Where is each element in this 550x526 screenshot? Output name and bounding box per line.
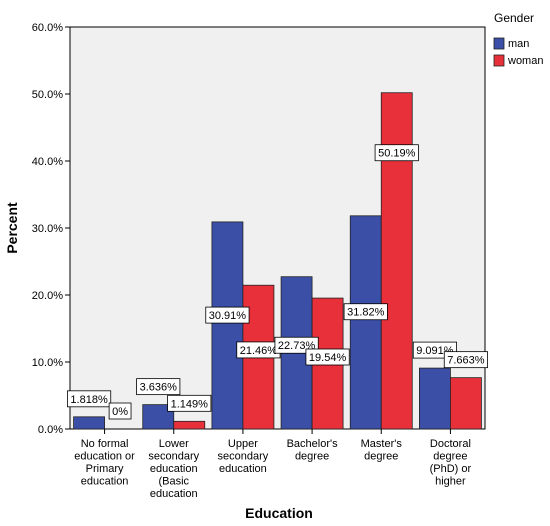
data-label-man: 1.818% bbox=[67, 390, 112, 408]
x-tick-label: No formal education or Primary education bbox=[74, 438, 135, 488]
data-label-box bbox=[205, 306, 250, 324]
x-axis: No formal education or Primary education Low… bbox=[74, 429, 472, 500]
y-tick-label: 20.0% bbox=[32, 290, 63, 302]
x-tick-label: Doctoral degree (PhD) or higher bbox=[430, 438, 472, 488]
data-label-box bbox=[343, 303, 388, 321]
data-label-text: 1.149% bbox=[171, 398, 209, 410]
data-label-text: 31.82% bbox=[347, 307, 385, 319]
legend-swatch bbox=[493, 54, 505, 67]
legend-item-woman: woman bbox=[493, 54, 543, 67]
plot-area bbox=[69, 26, 486, 430]
bar-man bbox=[349, 215, 382, 430]
y-tick-label: 40.0% bbox=[32, 156, 63, 168]
data-label-woman: 19.54% bbox=[305, 348, 350, 366]
data-label-box bbox=[374, 144, 419, 162]
data-label-text: 1.818% bbox=[70, 394, 108, 406]
data-label-text: 0% bbox=[112, 406, 128, 418]
data-label-box bbox=[305, 348, 350, 366]
data-label-woman: 7.663% bbox=[443, 351, 488, 369]
bar-woman bbox=[173, 420, 206, 430]
data-label-text: 19.54% bbox=[309, 352, 347, 364]
bar-woman bbox=[380, 92, 413, 430]
x-tick-label: Lower secondary education (Basic education bbox=[148, 438, 199, 500]
y-tick-label: 0.0% bbox=[38, 424, 63, 436]
y-tick-label: 10.0% bbox=[32, 357, 63, 369]
data-label-man: 3.636% bbox=[136, 378, 181, 396]
data-label-box bbox=[167, 394, 212, 412]
bar-man bbox=[73, 416, 105, 430]
y-tick-label: 50.0% bbox=[32, 89, 63, 101]
y-axis-title: Percent bbox=[4, 202, 20, 254]
bar-man bbox=[211, 221, 244, 430]
x-axis-title: Education bbox=[245, 505, 313, 521]
data-label-woman: 50.19% bbox=[374, 144, 419, 162]
bar-man bbox=[419, 367, 451, 430]
y-tick-label: 30.0% bbox=[32, 223, 63, 235]
data-label-man: 31.82% bbox=[343, 303, 388, 321]
data-label-text: 30.91% bbox=[209, 310, 247, 322]
x-tick-label: Bachelor's degree bbox=[287, 438, 339, 463]
data-label-man: 30.91% bbox=[205, 306, 250, 324]
data-label-woman: 0% bbox=[108, 402, 132, 420]
data-label-text: 21.46% bbox=[240, 345, 278, 357]
x-tick-label: Master's degree bbox=[361, 438, 403, 463]
legend-title: Gender bbox=[494, 11, 534, 25]
data-label-woman: 1.149% bbox=[167, 394, 212, 412]
data-label-box bbox=[136, 378, 181, 396]
legend-swatch bbox=[493, 37, 505, 50]
legend-item-man: man bbox=[493, 37, 529, 50]
legend: Gender man woman bbox=[493, 11, 543, 67]
data-labels: 1.818%0%3.636%1.149%30.91%21.46% 22.73%19… bbox=[67, 144, 488, 420]
bar-woman bbox=[450, 377, 482, 430]
data-label-box bbox=[108, 402, 132, 420]
data-label-text: 50.19% bbox=[378, 148, 416, 160]
legend-label: woman bbox=[507, 55, 543, 67]
y-axis: 0.0% 10.0% 20.0% 30.0% 40.0% 50.0% 60.0% bbox=[32, 22, 70, 436]
data-label-text: 7.663% bbox=[447, 355, 485, 367]
y-tick-label: 60.0% bbox=[32, 22, 63, 34]
x-tick-label: Upper secondary education bbox=[218, 438, 269, 475]
legend-label: man bbox=[508, 38, 529, 50]
data-label-box bbox=[443, 351, 488, 369]
data-label-box bbox=[67, 390, 112, 408]
data-label-text: 3.636% bbox=[140, 382, 178, 394]
data-label-woman: 21.46% bbox=[236, 341, 281, 359]
